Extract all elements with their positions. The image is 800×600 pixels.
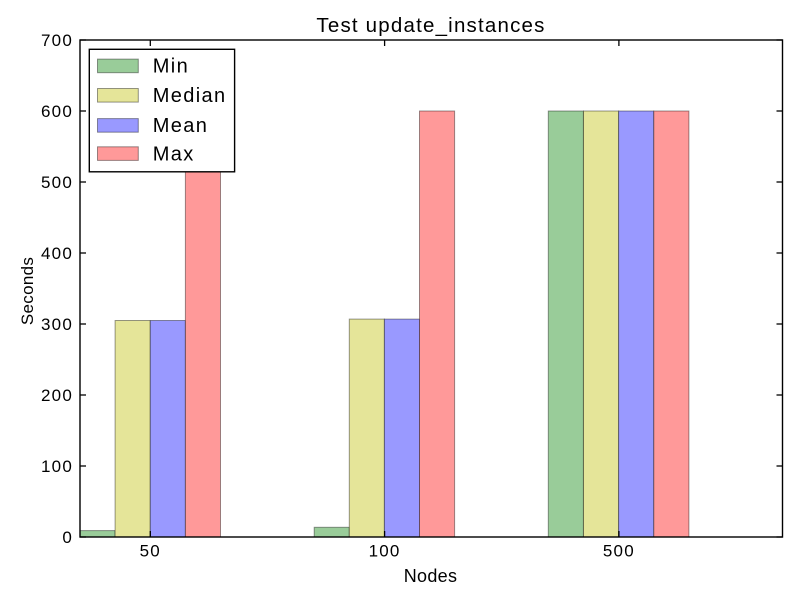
svg-text:0: 0	[62, 528, 73, 547]
svg-text:Median: Median	[153, 85, 227, 107]
svg-text:700: 700	[41, 31, 73, 50]
svg-text:Test update_instances: Test update_instances	[316, 14, 545, 37]
svg-text:Min: Min	[153, 56, 189, 78]
svg-text:200: 200	[41, 386, 73, 405]
svg-text:Seconds: Seconds	[18, 257, 37, 325]
svg-text:500: 500	[603, 542, 635, 561]
svg-text:600: 600	[41, 102, 73, 121]
svg-text:500: 500	[41, 173, 73, 192]
svg-text:300: 300	[41, 315, 73, 334]
svg-text:50: 50	[140, 542, 161, 561]
svg-text:Mean: Mean	[153, 115, 208, 137]
svg-text:Nodes: Nodes	[404, 566, 458, 586]
svg-text:Max: Max	[153, 143, 195, 165]
svg-text:100: 100	[41, 457, 73, 476]
svg-text:400: 400	[41, 244, 73, 263]
svg-text:100: 100	[369, 542, 401, 561]
